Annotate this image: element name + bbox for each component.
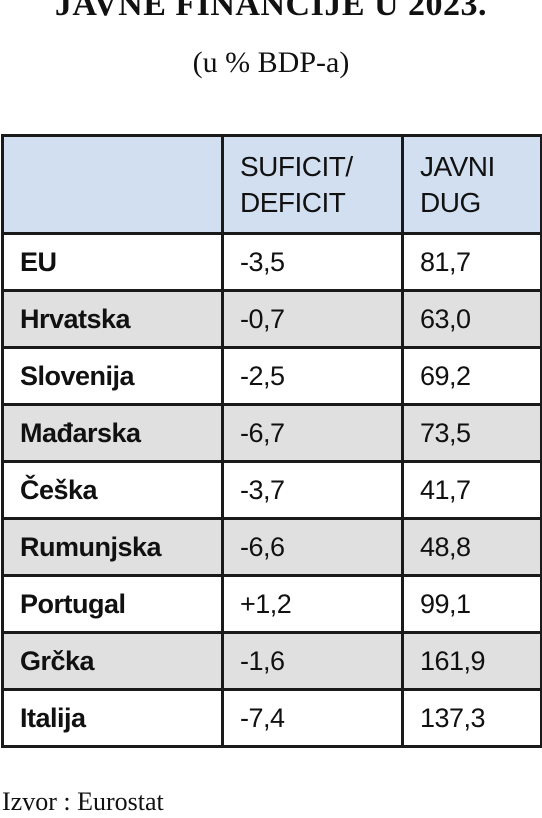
deficit-cell: -6,7 xyxy=(221,403,404,463)
table-row: Rumunjska -6,6 48,8 xyxy=(1,517,542,577)
deficit-cell: -7,4 xyxy=(221,688,404,748)
debt-cell: 81,7 xyxy=(401,232,542,292)
data-table: SUFICIT/DEFICIT JAVNI DUG EU -3,5 81,7 Hrvat… xyxy=(1,134,542,748)
table-row: Češka -3,7 41,7 xyxy=(1,460,542,520)
table-row: Hrvatska -0,7 63,0 xyxy=(1,289,542,349)
header-deficit-label: SUFICIT/DEFICIT xyxy=(240,150,353,218)
table-row: Slovenija -2,5 69,2 xyxy=(1,346,542,406)
source-note: Izvor : Eurostat xyxy=(2,787,164,816)
debt-cell: 137,3 xyxy=(401,688,542,748)
debt-cell: 69,2 xyxy=(401,346,542,406)
deficit-cell: +1,2 xyxy=(221,574,404,634)
country-cell: EU xyxy=(1,232,224,292)
country-cell: Portugal xyxy=(1,574,224,634)
debt-cell: 41,7 xyxy=(401,460,542,520)
deficit-cell: -0,7 xyxy=(221,289,404,349)
debt-cell: 73,5 xyxy=(401,403,542,463)
deficit-cell: -6,6 xyxy=(221,517,404,577)
deficit-cell: -2,5 xyxy=(221,346,404,406)
country-cell: Grčka xyxy=(1,631,224,691)
table-row: Mađarska -6,7 73,5 xyxy=(1,403,542,463)
header-debt: JAVNI DUG xyxy=(401,134,542,235)
debt-cell: 161,9 xyxy=(401,631,542,691)
table-header-row: SUFICIT/DEFICIT JAVNI DUG xyxy=(1,134,542,235)
table-row: Grčka -1,6 161,9 xyxy=(1,631,542,691)
table-row: EU -3,5 81,7 xyxy=(1,232,542,292)
deficit-cell: -3,7 xyxy=(221,460,404,520)
page-subtitle: (u % BDP-a) xyxy=(192,46,350,79)
debt-cell: 99,1 xyxy=(401,574,542,634)
country-cell: Mađarska xyxy=(1,403,224,463)
country-cell: Rumunjska xyxy=(1,517,224,577)
deficit-cell: -1,6 xyxy=(221,631,404,691)
debt-cell: 48,8 xyxy=(401,517,542,577)
table-row: Italija -7,4 137,3 xyxy=(1,688,542,748)
country-cell: Italija xyxy=(1,688,224,748)
page-title: JAVNE FINANCIJE U 2023. xyxy=(54,0,488,23)
debt-cell: 63,0 xyxy=(401,289,542,349)
country-cell: Hrvatska xyxy=(1,289,224,349)
table-row: Portugal +1,2 99,1 xyxy=(1,574,542,634)
deficit-cell: -3,5 xyxy=(221,232,404,292)
country-cell: Češka xyxy=(1,460,224,520)
header-country xyxy=(1,134,224,235)
header-deficit: SUFICIT/DEFICIT xyxy=(221,134,404,235)
header-debt-label: JAVNI DUG xyxy=(420,150,495,218)
country-cell: Slovenija xyxy=(1,346,224,406)
